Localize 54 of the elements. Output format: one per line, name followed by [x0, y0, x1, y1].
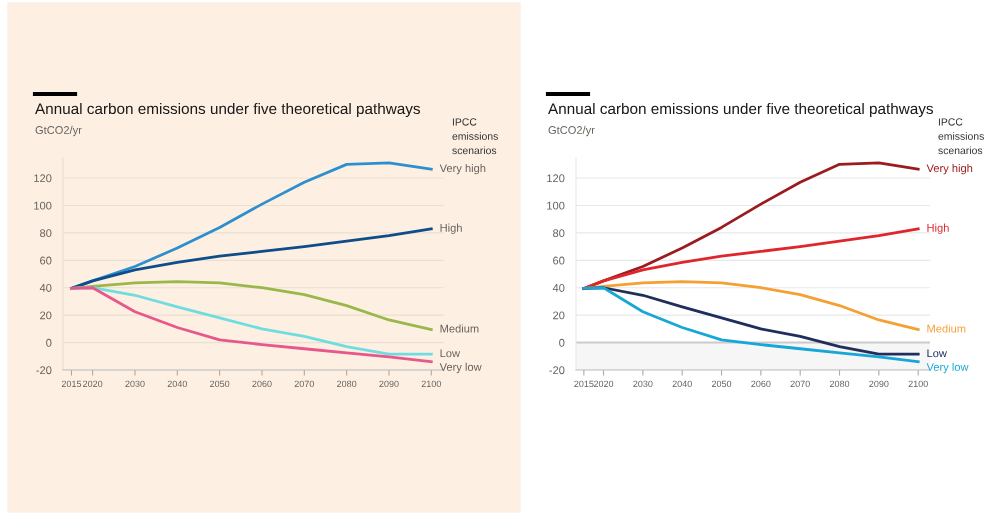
y-axis-title: GtCO2/yr: [35, 125, 82, 137]
x-tick-label: 2090: [379, 380, 399, 388]
x-tick-label: 2100: [908, 380, 928, 388]
y-tick-label: 60: [40, 256, 52, 265]
series-label: High: [927, 223, 949, 234]
series-label: Very low: [439, 362, 482, 374]
y-tick-label: 120: [34, 174, 52, 183]
x-tick-label: 2015: [574, 380, 594, 388]
x-tick-label: 2040: [672, 380, 692, 388]
series-label: Low: [927, 349, 947, 358]
y-tick-label: 60: [553, 256, 565, 265]
y-tick-label: 120: [547, 174, 565, 183]
series-label: High: [440, 223, 462, 234]
series-label: Very high: [926, 163, 973, 175]
x-tick-label: 2080: [829, 380, 850, 388]
chart-title: Annual carbon emissions under five theoretical pathways: [548, 102, 933, 118]
series-label: Very high: [439, 163, 486, 175]
legend-title: IPCC emissions scenarios: [938, 118, 984, 155]
line-series: [70, 227, 433, 290]
y-tick-label: 20: [40, 311, 52, 320]
x-tick-label: 2050: [210, 380, 230, 388]
y-tick-label: 20: [553, 311, 565, 320]
x-tick-label: 2060: [252, 380, 272, 388]
x-tick-label: 2070: [790, 380, 810, 388]
x-tick-label: 2020: [593, 380, 614, 388]
series-label: Medium: [927, 324, 966, 333]
x-tick-label: 2090: [869, 380, 889, 388]
legend-title: IPCC emissions scenarios: [452, 118, 498, 155]
x-tick-label: 2030: [125, 380, 145, 388]
y-tick-label: -20: [549, 366, 565, 375]
y-tick-label: 100: [547, 201, 565, 210]
series-label: Low: [440, 349, 461, 358]
x-tick-label: 2060: [751, 380, 771, 388]
series-label: Very low: [926, 362, 969, 374]
y-axis-title: GtCO2/yr: [548, 125, 595, 137]
x-tick-label: 2070: [294, 380, 314, 388]
x-tick-label: 2020: [83, 380, 103, 388]
x-tick-label: 2080: [337, 380, 357, 388]
chart-title: Annual carbon emissions under five theoretical pathways: [35, 102, 420, 118]
y-tick-label: 0: [559, 338, 565, 347]
x-tick-label: 2100: [421, 380, 441, 388]
y-tick-label: 100: [34, 201, 52, 210]
y-tick-label: 80: [553, 229, 565, 238]
series-label: Medium: [440, 324, 479, 333]
x-tick-label: 2015: [61, 380, 82, 388]
y-tick-label: 40: [552, 284, 565, 292]
x-tick-label: 2030: [633, 380, 653, 388]
y-tick-label: 0: [46, 338, 52, 347]
x-tick-label: 2050: [711, 380, 732, 388]
line-series: [582, 227, 920, 290]
y-tick-label: 80: [40, 229, 52, 238]
y-tick-label: -20: [36, 366, 52, 375]
x-tick-label: 2040: [167, 380, 187, 388]
y-tick-label: 40: [39, 284, 52, 292]
